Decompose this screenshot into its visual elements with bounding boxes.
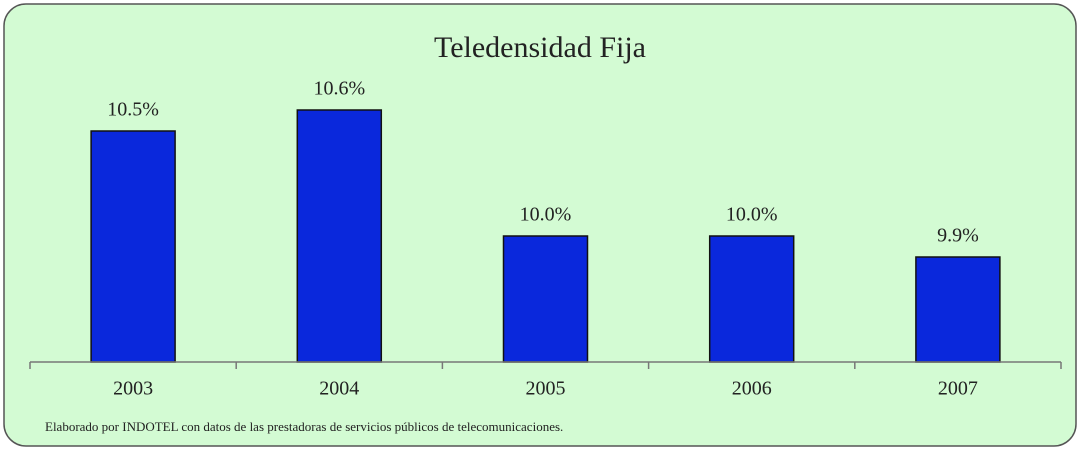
panel — [3, 3, 1077, 447]
chart-title: Teledensidad Fija — [434, 31, 646, 64]
x-tick-label: 2004 — [319, 378, 359, 400]
value-label: 10.0% — [520, 204, 572, 226]
x-tick-label: 2005 — [526, 378, 566, 400]
bar — [296, 109, 383, 363]
x-tick-label: 2006 — [732, 378, 772, 400]
x-tick-label: 2007 — [938, 378, 978, 400]
bar — [708, 235, 795, 363]
bar — [502, 235, 589, 363]
x-tick-label: 2003 — [113, 378, 153, 400]
value-label: 10.0% — [726, 204, 778, 226]
value-label: 10.5% — [107, 99, 159, 121]
value-label: 9.9% — [937, 225, 979, 247]
bar — [915, 256, 1001, 363]
source-note: Elaborado por INDOTEL con datos de las p… — [45, 419, 563, 434]
bar — [90, 130, 176, 363]
value-label: 10.6% — [313, 78, 365, 100]
